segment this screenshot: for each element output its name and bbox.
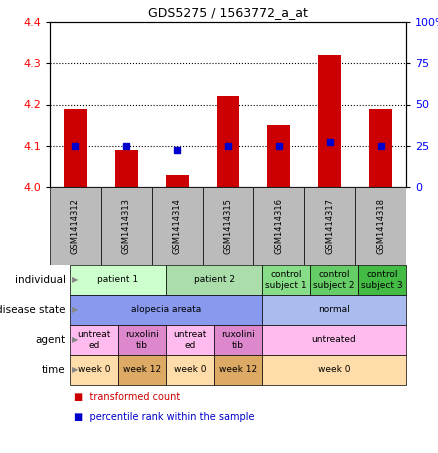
Text: week 0: week 0 [78,366,110,375]
Bar [268,125,290,187]
Text: GSM1414315: GSM1414315 [223,198,233,254]
Bar [115,150,138,187]
Text: normal: normal [318,305,350,314]
Bar [166,174,189,187]
Bar [369,109,392,187]
Text: ▶: ▶ [72,305,79,314]
Text: GSM1414317: GSM1414317 [325,198,334,254]
Text: alopecia areata: alopecia areata [131,305,201,314]
Bar [70,325,118,355]
Bar [358,265,406,295]
Bar [166,265,262,295]
Bar [70,265,166,295]
Bar [70,295,262,325]
Text: ▶: ▶ [72,336,79,344]
Text: ruxolini
tib: ruxolini tib [125,330,159,350]
Text: GSM1414318: GSM1414318 [376,198,385,254]
Text: ■  percentile rank within the sample: ■ percentile rank within the sample [74,412,255,422]
Text: ■  transformed count: ■ transformed count [74,392,180,402]
Text: time: time [42,365,66,375]
Bar [64,109,87,187]
Text: GSM1414314: GSM1414314 [173,198,182,254]
Bar [70,355,118,385]
Bar [262,325,406,355]
Bar [101,187,152,265]
Title: GDS5275 / 1563772_a_at: GDS5275 / 1563772_a_at [148,6,308,19]
Bar [262,295,406,325]
Text: untreat
ed: untreat ed [173,330,207,350]
Text: ▶: ▶ [72,366,79,375]
Text: agent: agent [35,335,66,345]
Text: untreat
ed: untreat ed [78,330,111,350]
Bar [166,325,214,355]
Bar [262,355,406,385]
Text: week 0: week 0 [174,366,206,375]
Text: week 12: week 12 [219,366,257,375]
Bar [318,55,341,187]
Bar [50,187,101,265]
Bar [262,265,310,295]
Text: patient 1: patient 1 [97,275,138,284]
Text: untreated: untreated [311,336,357,344]
Text: GSM1414316: GSM1414316 [274,198,283,254]
Bar [118,355,166,385]
Bar [304,187,355,265]
Text: control
subject 1: control subject 1 [265,270,307,290]
Bar [214,355,262,385]
Bar [355,187,406,265]
Text: control
subject 2: control subject 2 [313,270,355,290]
Bar [310,265,358,295]
Bar [254,187,304,265]
Bar [202,187,254,265]
Bar [118,325,166,355]
Text: GSM1414312: GSM1414312 [71,198,80,254]
Bar [216,96,240,187]
Text: GSM1414313: GSM1414313 [122,198,131,254]
Text: patient 2: patient 2 [194,275,234,284]
Text: individual: individual [14,275,66,285]
Text: week 12: week 12 [123,366,161,375]
Text: ruxolini
tib: ruxolini tib [221,330,255,350]
Bar [214,325,262,355]
Bar [166,355,214,385]
Bar [152,187,202,265]
Text: disease state: disease state [0,305,66,315]
Text: control
subject 3: control subject 3 [361,270,403,290]
Text: week 0: week 0 [318,366,350,375]
Text: ▶: ▶ [72,275,79,284]
